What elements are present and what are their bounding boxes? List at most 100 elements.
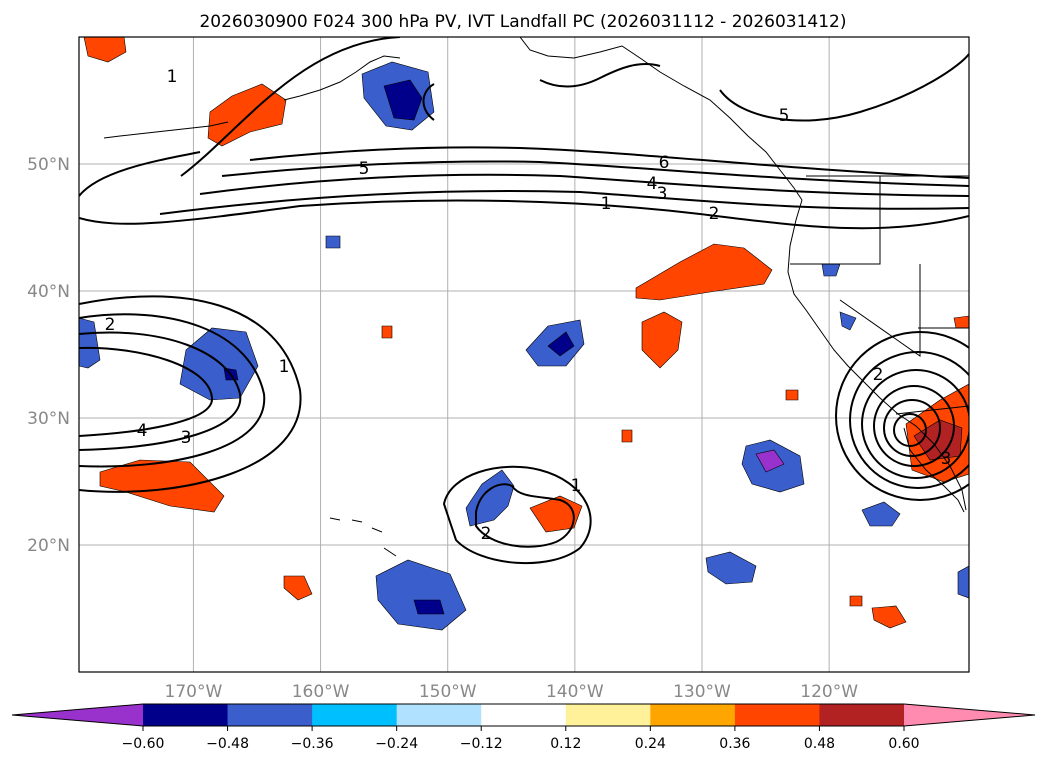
contour-label-1-trough: 1	[279, 357, 290, 377]
shade-dot-1	[381, 325, 393, 339]
contour-label-6-jet: 6	[659, 153, 670, 173]
colorbar-bin-2	[312, 704, 398, 726]
colorbar-tick-label: 0.24	[635, 736, 666, 752]
colorbar-tick-label: 0.12	[550, 736, 581, 752]
shade-dot-2	[621, 429, 633, 443]
lat-tick-label: 40°N	[27, 282, 70, 302]
contour-jet-1	[79, 199, 969, 230]
shade-hawaii-negative-core	[413, 599, 445, 615]
contour-socal-1	[835, 331, 969, 501]
contour-label-1-cutoff: 1	[571, 476, 582, 496]
contour-label-2-jet: 2	[709, 204, 720, 224]
contour-jet-1-west	[79, 151, 201, 197]
shade-aleutian-negative-core	[383, 79, 423, 121]
colorbar-tick-label: 0.60	[888, 736, 919, 752]
shade-dot-9	[953, 315, 969, 329]
lat-tick-labels: 20°N 30°N 40°N 50°N	[27, 155, 70, 556]
contour-label-1-jet: 1	[601, 194, 612, 214]
contour-ridge-north	[539, 62, 661, 88]
colorbar-tick-label: 0.36	[719, 736, 750, 752]
contour-trough-3	[79, 331, 242, 451]
lon-tick-label: 170°W	[165, 682, 223, 702]
gulf-of-alaska-coast	[519, 37, 803, 201]
colorbar-bin-1	[227, 704, 313, 726]
alaska-peninsula-coast	[283, 55, 401, 101]
contour-socal-2	[849, 351, 969, 489]
contour-socal-6	[893, 413, 927, 447]
colorbar-bin-8	[819, 704, 905, 726]
shade-subtropical-positive	[99, 459, 225, 513]
contour-label-3-trough: 3	[181, 428, 192, 448]
shade-dateline-negative	[179, 327, 259, 401]
contour-socal-3	[861, 369, 969, 479]
chart-title: 2026030900 F024 300 hPa PV, IVT Landfall…	[199, 12, 846, 32]
shade-small-negative-1	[705, 551, 757, 585]
contour-ridge-5	[719, 53, 969, 122]
ivt-contours	[79, 37, 969, 565]
lon-tick-label: 150°W	[419, 682, 477, 702]
shade-dot-5	[325, 235, 341, 249]
colorbar-bin-0	[143, 704, 229, 726]
contour-label-1-aleutian: 1	[167, 67, 178, 87]
colorbar-tick-label: −0.36	[291, 736, 334, 752]
shade-east-positive-band	[635, 243, 773, 301]
contour-trough-2	[79, 313, 266, 468]
shade-small-negative-2	[861, 501, 901, 527]
lat-tick-label: 20°N	[27, 536, 70, 556]
shade-east-negative-core	[755, 449, 785, 473]
shade-east-positive-lobe	[641, 311, 683, 369]
shade-west-edge-negative	[79, 317, 101, 369]
lat-tick-label: 50°N	[27, 155, 70, 175]
lon-tick-label: 160°W	[292, 682, 350, 702]
contour-trough-4	[79, 346, 214, 437]
gridlines	[79, 37, 969, 672]
contour-trough-1	[79, 295, 302, 493]
colorbar-extend-high	[904, 704, 1035, 726]
contour-label-2-cutoff: 2	[481, 524, 492, 544]
contour-label-4-jet: 4	[647, 174, 658, 194]
aleutian-island-chain	[103, 121, 229, 139]
contour-gulf-small	[422, 83, 435, 121]
shade-dot-7	[839, 311, 857, 331]
contour-label-5-jet: 5	[359, 159, 370, 179]
colorbar-tick-label: 0.48	[804, 736, 835, 752]
lon-tick-label: 130°W	[673, 682, 731, 702]
shade-small-positive-2	[871, 605, 907, 629]
contour-jet-4	[221, 160, 969, 187]
colorbar-tick-label: −0.60	[122, 736, 165, 752]
contour-label-2-socal: 2	[873, 365, 884, 385]
shade-dot-8	[957, 565, 969, 599]
shade-dot-3	[849, 595, 863, 607]
contour-labels: 1 5 6 4 3 1 2 5 2 1 4 3 1 2 2 3	[105, 67, 952, 544]
contour-jet-3	[199, 173, 969, 197]
contour-label-3-jet: 3	[657, 184, 668, 204]
contour-label-2-trough: 2	[105, 315, 116, 335]
contour-jet-2	[159, 190, 969, 215]
colorbar-tick-label: −0.24	[375, 736, 418, 752]
colorbar-extend-low	[12, 704, 143, 726]
colorbar-tick-label: −0.48	[206, 736, 249, 752]
coastlines	[103, 37, 969, 557]
contour-label-3-socal: 3	[941, 449, 952, 469]
contour-label-4-trough: 4	[137, 421, 148, 441]
colorbar: −0.60 −0.48 −0.36 −0.24 −0.12 0.12 0.24 0.36 0.4…	[11, 703, 1036, 752]
state-border-1	[790, 176, 881, 265]
colorbar-bin-7	[734, 704, 820, 726]
state-border-2	[839, 264, 921, 357]
contour-socal-4	[873, 385, 955, 467]
colorbar-tick-label: −0.12	[460, 736, 503, 752]
contour-jet-6	[180, 37, 401, 177]
lon-tick-label: 120°W	[800, 682, 858, 702]
contour-socal-5	[883, 399, 941, 457]
colorbar-bin-4	[481, 704, 567, 726]
contour-cutoff-1	[442, 465, 592, 565]
lat-tick-label: 30°N	[27, 409, 70, 429]
lon-tick-label: 140°W	[546, 682, 604, 702]
hawaii-islands	[329, 517, 397, 557]
colorbar-bin-3	[396, 704, 482, 726]
colorbar-bin-5	[565, 704, 651, 726]
shade-central-negative-core	[547, 331, 575, 357]
west-coast	[787, 199, 967, 511]
shade-small-positive-3	[83, 37, 127, 63]
